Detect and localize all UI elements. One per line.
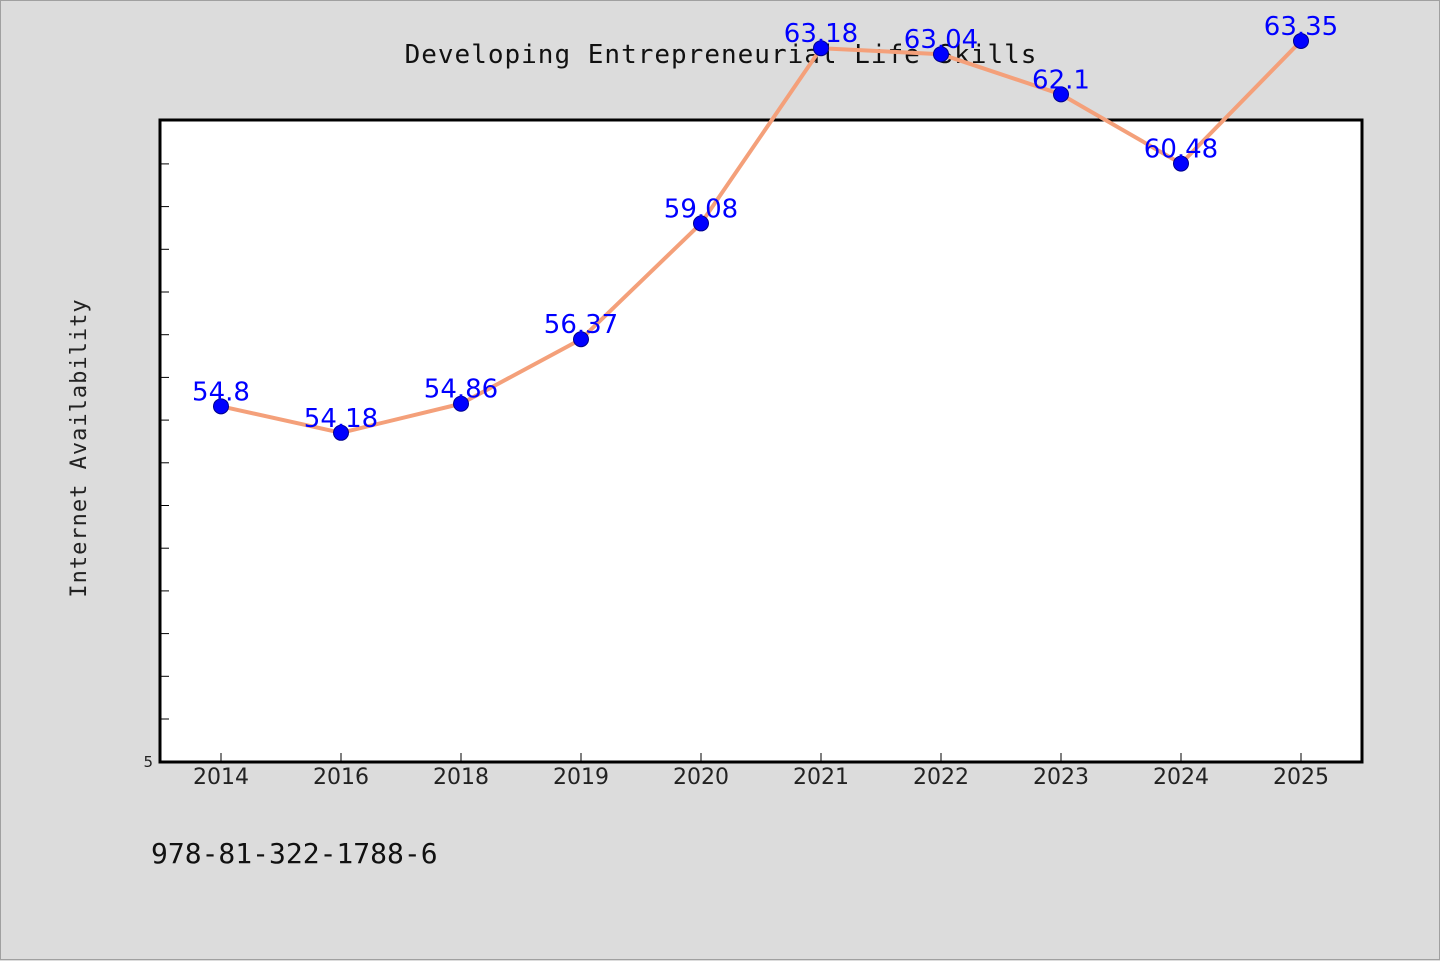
data-label: 63.04 — [904, 25, 978, 55]
x-tick-label: 2024 — [1153, 765, 1209, 790]
x-tick-label: 2019 — [553, 765, 609, 790]
data-point — [1173, 155, 1189, 172]
data-point — [333, 424, 349, 441]
data-label: 54.8 — [192, 377, 250, 407]
isbn-text: 978-81-322-1788-6 — [151, 837, 438, 870]
data-point — [693, 215, 709, 232]
data-label: 59.08 — [664, 194, 738, 224]
data-label: 56.37 — [544, 310, 618, 340]
y-axis-label: Internet Availability — [67, 298, 92, 597]
x-tick-label: 2016 — [313, 765, 369, 790]
series-line — [219, 38, 1303, 435]
x-tick-label: 2025 — [1273, 765, 1329, 790]
data-label: 63.35 — [1264, 12, 1338, 42]
data-label: 62.1 — [1032, 65, 1090, 95]
y-axis-ticks — [161, 163, 169, 720]
data-markers — [213, 32, 1309, 441]
data-point — [453, 395, 469, 412]
x-axis-ticks: 2014 2016 2018 2019 2020 2021 2022 2023 2024 2025 — [193, 753, 1329, 790]
data-point — [813, 40, 829, 57]
data-point — [213, 398, 229, 415]
data-point — [1053, 86, 1069, 103]
data-point — [1293, 32, 1309, 49]
data-label: 63.18 — [784, 19, 858, 49]
x-tick-label: 2023 — [1033, 765, 1089, 790]
series-line-group — [219, 38, 1303, 435]
data-label: 54.86 — [424, 375, 498, 405]
data-point — [573, 331, 589, 348]
data-point — [933, 46, 949, 63]
plot-area — [158, 118, 1364, 764]
y-tick-label: 5 — [143, 753, 153, 771]
x-tick-label: 2021 — [793, 765, 849, 790]
data-label: 60.48 — [1144, 135, 1218, 165]
data-label: 54.18 — [304, 404, 378, 434]
x-tick-label: 2020 — [673, 765, 729, 790]
x-tick-label: 2018 — [433, 765, 489, 790]
x-tick-label: 2022 — [913, 765, 969, 790]
x-tick-label: 2014 — [193, 765, 249, 790]
data-labels: 54.8 54.18 54.86 56.37 59.08 63.18 63.04 62.1 60… — [192, 12, 1338, 434]
